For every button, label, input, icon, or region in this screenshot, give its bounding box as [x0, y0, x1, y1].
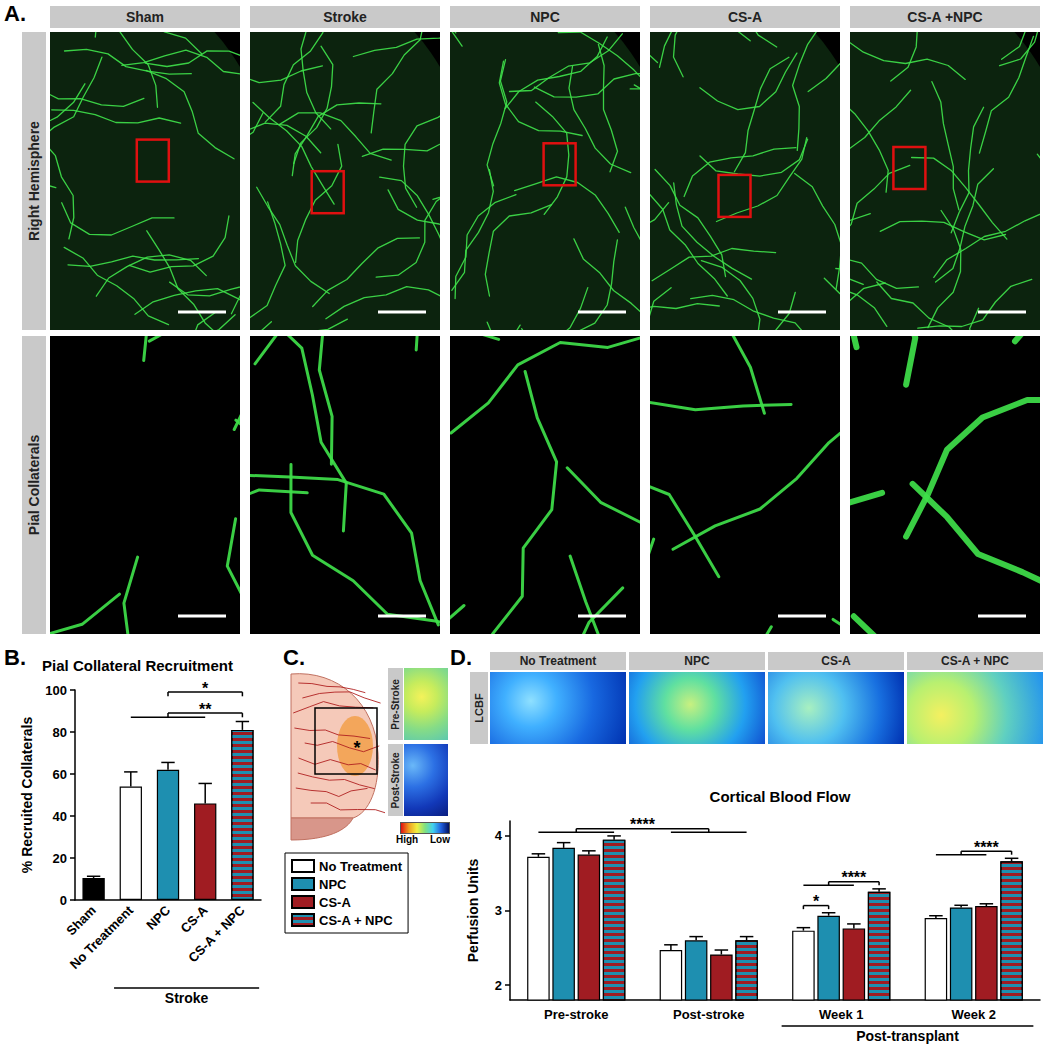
- svg-text:20: 20: [53, 851, 67, 866]
- svg-text:2: 2: [495, 978, 502, 993]
- html-text:Post-Stroke: Post-Stroke: [390, 751, 401, 809]
- svg-text:No Treatment: No Treatment: [319, 859, 403, 874]
- svg-text:60: 60: [53, 767, 67, 782]
- svg-text:*: *: [813, 893, 820, 910]
- html-text:Low: Low: [430, 834, 450, 845]
- html-text:CS-A + NPC: CS-A + NPC: [941, 654, 1009, 668]
- svg-text:NPC: NPC: [143, 902, 173, 932]
- svg-text:****: ****: [974, 839, 1000, 856]
- html-text:A.: A.: [4, 1, 26, 26]
- html-text:NPC: NPC: [530, 9, 560, 25]
- svg-text:****: ****: [630, 816, 656, 833]
- html-text:NPC: NPC: [684, 654, 710, 668]
- svg-text:*: *: [202, 680, 209, 697]
- svg-text:Sham: Sham: [63, 903, 99, 939]
- html-text:Pre-Stroke: Pre-Stroke: [390, 678, 401, 730]
- svg-text:80: 80: [53, 725, 67, 740]
- svg-text:Week 1: Week 1: [819, 1007, 864, 1022]
- svg-text:**: **: [199, 701, 212, 718]
- html-text:No Treatment: No Treatment: [519, 654, 597, 668]
- svg-text:40: 40: [53, 809, 67, 824]
- svg-text:*: *: [353, 738, 360, 758]
- html-text:LCBF: LCBF: [473, 693, 485, 723]
- html-text:Right Hemisphere: Right Hemisphere: [26, 121, 42, 241]
- html-text:C.: C.: [283, 645, 305, 670]
- html-text:CS-A: CS-A: [821, 654, 851, 668]
- svg-text:% Recruited Collaterals: % Recruited Collaterals: [19, 717, 35, 874]
- svg-text:No Treatment: No Treatment: [67, 902, 137, 972]
- html-text:Stroke: Stroke: [323, 9, 367, 25]
- svg-text:Pre-stroke: Pre-stroke: [544, 1007, 608, 1022]
- svg-text:Stroke: Stroke: [165, 990, 209, 1006]
- svg-text:Post-stroke: Post-stroke: [673, 1007, 745, 1022]
- svg-text:4: 4: [495, 828, 503, 843]
- svg-text:NPC: NPC: [319, 877, 347, 892]
- html-text:Pial Collaterals: Pial Collaterals: [26, 434, 42, 536]
- html-text:B.: B.: [4, 645, 26, 670]
- svg-text:CS-A + NPC: CS-A + NPC: [185, 902, 248, 965]
- svg-text:Cortical Blood Flow: Cortical Blood Flow: [710, 788, 851, 805]
- html-text:CS-A +NPC: CS-A +NPC: [907, 9, 983, 25]
- svg-text:Pial Collateral Recruitment: Pial Collateral Recruitment: [42, 657, 233, 674]
- svg-text:CS-A + NPC: CS-A + NPC: [319, 913, 393, 928]
- svg-text:0: 0: [60, 893, 67, 908]
- svg-text:****: ****: [841, 869, 867, 886]
- svg-text:CS-A: CS-A: [319, 895, 351, 910]
- svg-text:Post-transplant: Post-transplant: [856, 1028, 959, 1044]
- html-text:CS-A: CS-A: [727, 9, 763, 25]
- svg-text:3: 3: [495, 903, 502, 918]
- svg-text:Perfusion Units: Perfusion Units: [465, 859, 481, 963]
- svg-text:Week 2: Week 2: [951, 1007, 996, 1022]
- html-text:D.: D.: [450, 645, 472, 670]
- svg-text:100: 100: [45, 683, 67, 698]
- html-text:Sham: Sham: [125, 9, 165, 25]
- html-text:High: High: [396, 834, 419, 845]
- svg-text:CS-A: CS-A: [177, 902, 210, 935]
